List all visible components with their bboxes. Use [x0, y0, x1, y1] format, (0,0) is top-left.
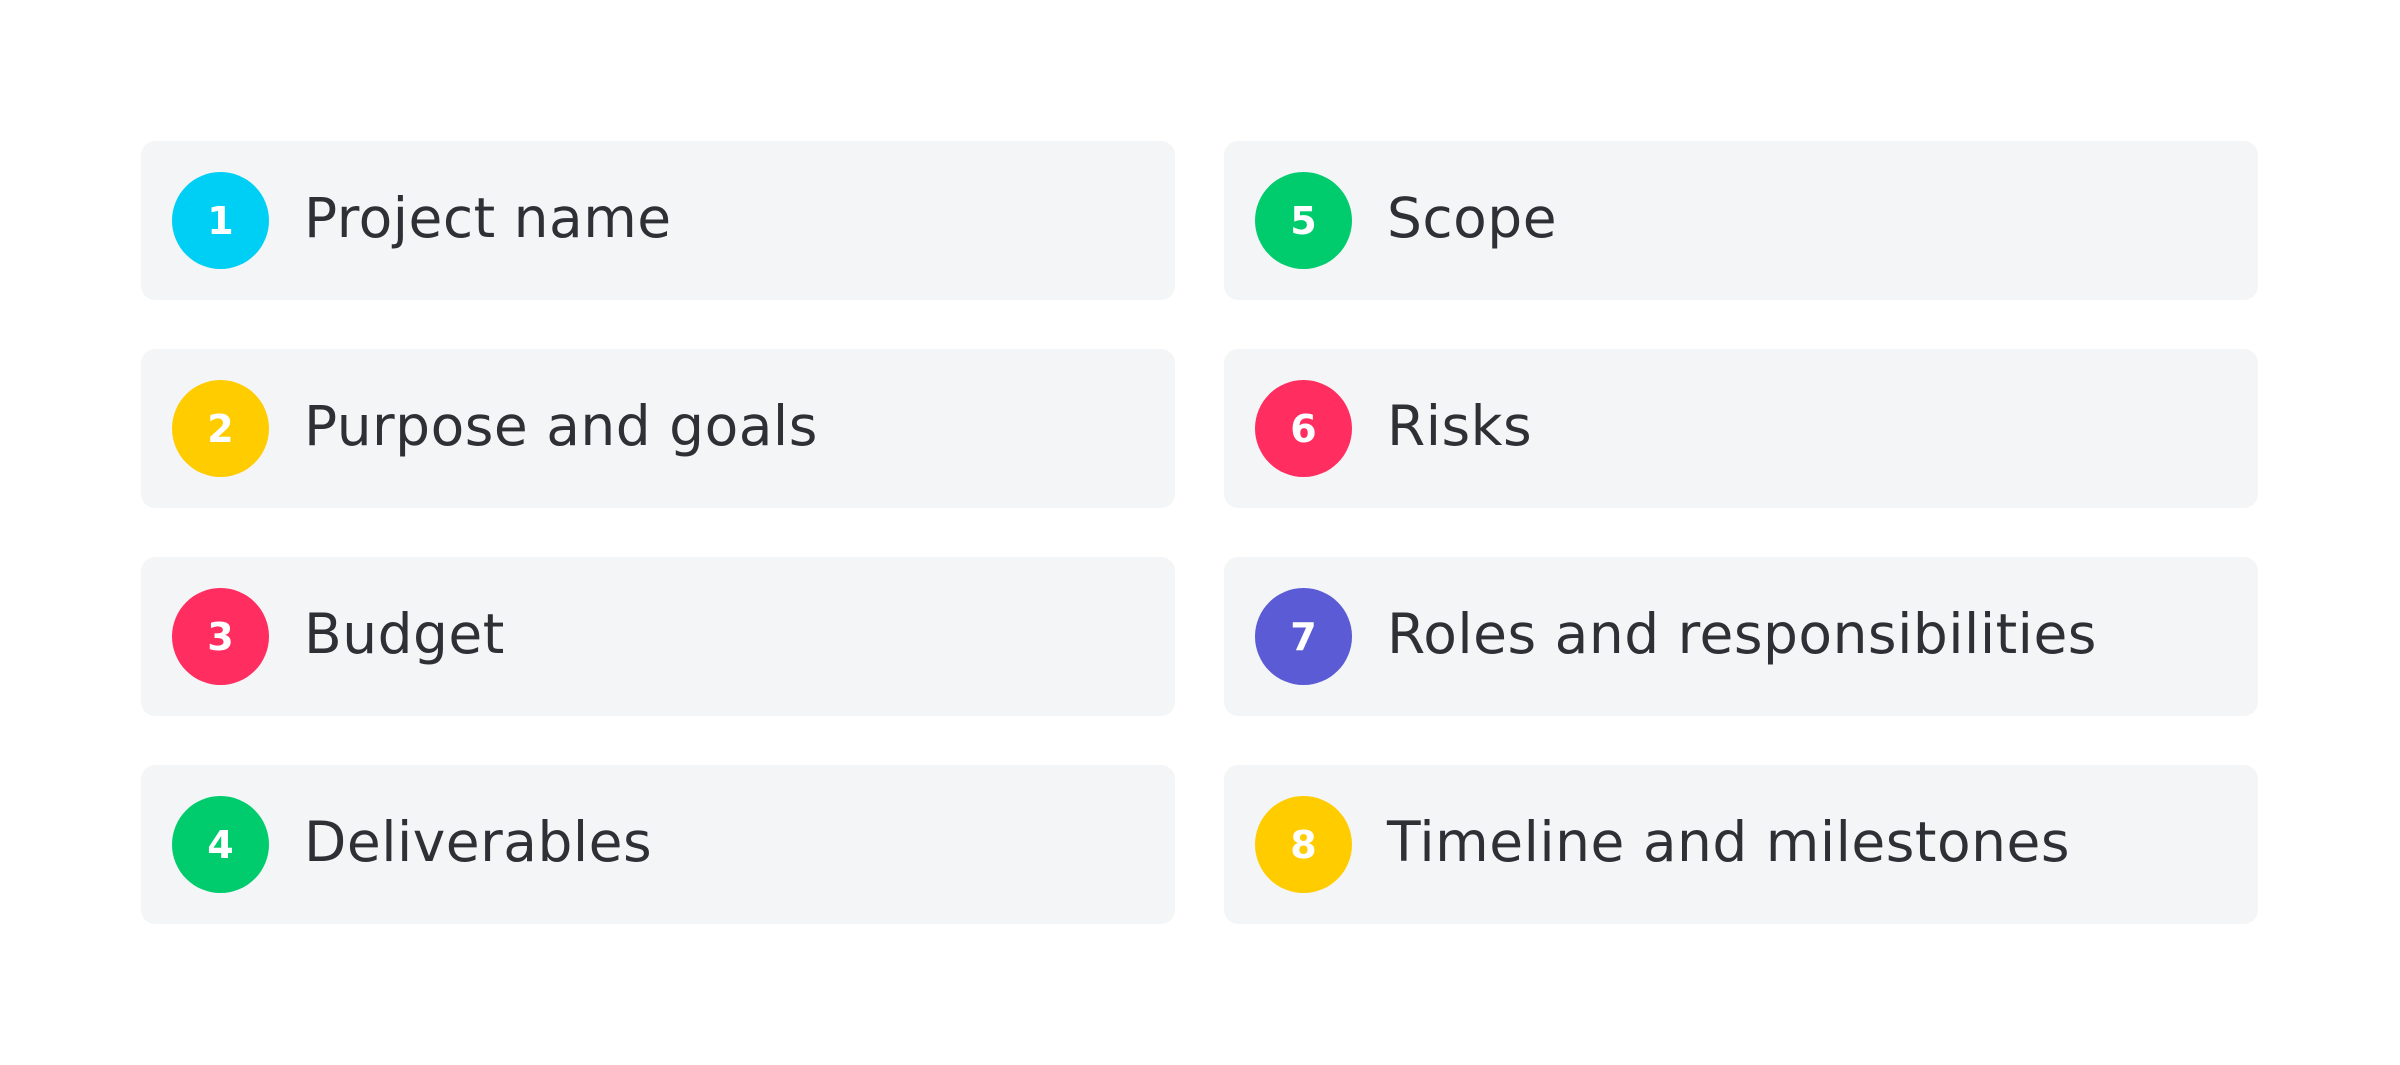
item-label: Timeline and milestones [1387, 810, 2070, 874]
number-badge: 7 [1255, 588, 1352, 685]
number-badge: 5 [1255, 172, 1352, 269]
item-card-project-name: 1 Project name [141, 141, 1175, 300]
item-card-purpose-and-goals: 2 Purpose and goals [141, 349, 1175, 508]
number-badge: 8 [1255, 796, 1352, 893]
item-label: Risks [1387, 394, 1533, 458]
number-badge: 1 [172, 172, 269, 269]
item-card-timeline-and-milestones: 8 Timeline and milestones [1224, 765, 2258, 924]
item-card-deliverables: 4 Deliverables [141, 765, 1175, 924]
item-card-scope: 5 Scope [1224, 141, 2258, 300]
item-label: Project name [304, 186, 672, 250]
number-badge: 4 [172, 796, 269, 893]
item-card-roles-and-responsibilities: 7 Roles and responsibilities [1224, 557, 2258, 716]
item-label: Purpose and goals [304, 394, 818, 458]
item-label: Deliverables [304, 810, 653, 874]
item-label: Roles and responsibilities [1387, 602, 2097, 666]
number-badge: 3 [172, 588, 269, 685]
number-badge: 2 [172, 380, 269, 477]
item-card-risks: 6 Risks [1224, 349, 2258, 508]
item-card-budget: 3 Budget [141, 557, 1175, 716]
item-label: Scope [1387, 186, 1558, 250]
item-label: Budget [304, 602, 505, 666]
number-badge: 6 [1255, 380, 1352, 477]
